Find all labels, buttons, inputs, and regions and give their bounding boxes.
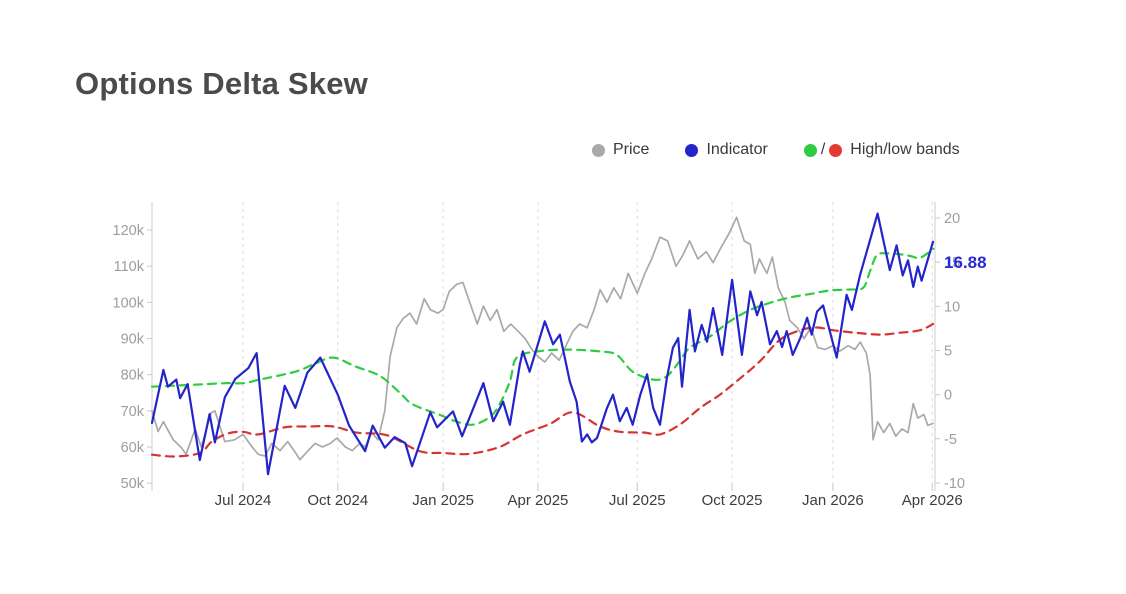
legend-label-price: Price	[613, 141, 650, 158]
legend-label-indicator: Indicator	[706, 141, 768, 158]
chart-legend: Price Indicator / High/low bands	[592, 141, 960, 159]
x-tick-label: Apr 2026	[902, 492, 963, 509]
left-axis-tick-label: 80k	[121, 368, 145, 384]
x-tick-label: Jan 2025	[412, 492, 474, 509]
legend-item-price[interactable]: Price	[592, 141, 649, 159]
legend-slash: /	[820, 141, 826, 158]
left-axis-tick-label: 100k	[113, 295, 145, 311]
x-tick-label: Jul 2024	[215, 492, 272, 509]
x-tick-label: Oct 2025	[702, 492, 763, 509]
left-axis-tick-label: 60k	[121, 440, 145, 456]
high-band-dot-icon	[803, 143, 817, 157]
x-tick-label: Jul 2025	[609, 492, 666, 509]
left-axis-tick-label: 50k	[121, 476, 145, 492]
left-axis-tick-label: 70k	[121, 404, 145, 420]
x-tick-label: Apr 2025	[508, 492, 569, 509]
indicator-dot-icon	[685, 143, 699, 157]
legend-item-bands[interactable]: / High/low bands	[803, 141, 960, 159]
price-dot-icon	[592, 143, 605, 157]
high-band-line	[150, 247, 935, 426]
low-band-line	[150, 322, 935, 458]
left-axis-tick-label: 120k	[113, 223, 145, 239]
low-band-dot-icon	[829, 143, 843, 157]
right-axis-tick-label: 0	[944, 388, 952, 404]
right-axis-tick-label: 10	[944, 299, 960, 315]
x-tick-label: Jan 2026	[802, 492, 864, 509]
legend-item-indicator[interactable]: Indicator	[685, 141, 768, 159]
right-axis-tick-label: 15	[944, 255, 960, 271]
last-value-label: 16.88	[944, 253, 987, 272]
x-tick-label: Oct 2024	[307, 492, 368, 509]
right-axis-tick-label: 20	[944, 211, 960, 227]
right-axis-tick-label: -5	[944, 432, 957, 448]
price-line	[151, 216, 934, 461]
right-axis-tick-label: 5	[944, 343, 952, 359]
left-axis-tick-label: 110k	[114, 259, 145, 275]
indicator-line	[150, 212, 935, 476]
legend-label-bands: High/low bands	[850, 141, 960, 158]
right-axis-tick-label: -10	[944, 476, 965, 492]
page-title: Options Delta Skew	[75, 66, 368, 101]
left-axis-tick-label: 90k	[121, 332, 145, 348]
